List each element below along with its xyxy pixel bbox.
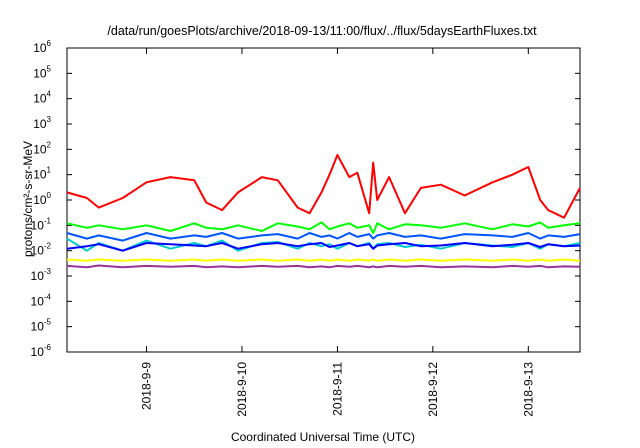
chart-title: /data/run/goesPlots/archive/2018-09-13/1… — [107, 24, 537, 38]
y-tick-exponent: -1 — [44, 216, 52, 225]
y-tick-label: 102 — [33, 140, 51, 156]
y-tick-exponent: 3 — [47, 115, 52, 124]
y-axis-label: protons/cm²-s-sr-MeV — [21, 141, 35, 257]
y-tick-exponent: 4 — [47, 90, 52, 99]
y-tick-label: 10-6 — [31, 343, 52, 359]
x-axis-label: Coordinated Universal Time (UTC) — [231, 430, 415, 444]
y-axis-ticks: 10-610-510-410-310-210-11001011021031041… — [31, 39, 580, 359]
y-tick-exponent: -3 — [44, 267, 52, 276]
data-series — [66, 154, 581, 269]
x-tick-label: 2018-9-9 — [140, 362, 154, 410]
y-tick-exponent: 1 — [47, 166, 52, 175]
x-tick-label: 2018-9-11 — [330, 362, 344, 416]
y-tick-label: 106 — [33, 39, 51, 55]
x-axis-ticks: 2018-9-9 2018-9-10 2018-9-11 2018-9-12 2018-… — [140, 48, 535, 417]
y-tick-label: 105 — [33, 64, 51, 80]
y-tick-exponent: 5 — [47, 64, 52, 73]
x-tick-label: 2018-9-10 — [235, 362, 249, 417]
y-tick-exponent: -4 — [44, 292, 52, 301]
y-tick-label: 103 — [33, 115, 51, 131]
y-tick-label: 10-5 — [31, 318, 52, 334]
series-line-6 — [66, 258, 581, 262]
plot-frame — [66, 47, 581, 353]
y-tick-label: 101 — [33, 166, 51, 182]
y-tick-label: 100 — [33, 191, 51, 207]
series-line-3 — [66, 232, 581, 242]
series-line-7 — [66, 264, 581, 269]
series-line-2 — [66, 221, 581, 234]
y-tick-exponent: -5 — [44, 318, 52, 327]
series-line-5 — [66, 242, 581, 252]
y-tick-label: 104 — [33, 90, 51, 106]
y-tick-label: 10-4 — [31, 292, 52, 308]
y-tick-exponent: -6 — [44, 343, 52, 352]
y-tick-exponent: 6 — [47, 39, 52, 48]
y-tick-exponent: 2 — [47, 140, 52, 149]
y-tick-exponent: 0 — [47, 191, 52, 200]
y-tick-exponent: -2 — [44, 242, 52, 251]
series-line-1 — [66, 154, 581, 219]
x-tick-label: 2018-9-13 — [521, 362, 535, 417]
y-tick-label: 10-3 — [31, 267, 52, 283]
x-tick-label: 2018-9-12 — [426, 362, 440, 417]
